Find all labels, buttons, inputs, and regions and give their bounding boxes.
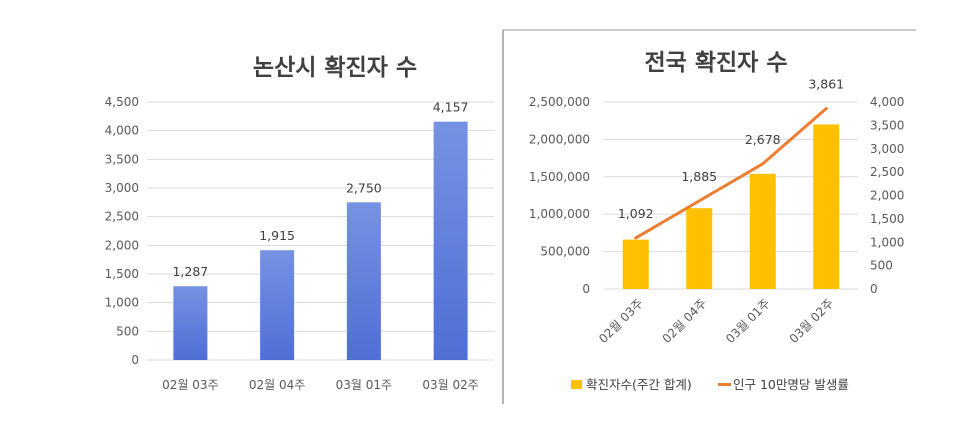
y-right-tick-label: 2,000 bbox=[870, 189, 904, 203]
line-data-label: 1,885 bbox=[681, 169, 717, 184]
y-right-tick-label: 1,000 bbox=[870, 235, 904, 249]
x-tick-label: 02월 03주 bbox=[596, 296, 646, 346]
data-label: 1,915 bbox=[259, 228, 295, 243]
y-right-tick-label: 4,000 bbox=[870, 95, 904, 109]
y-tick-label: 3,000 bbox=[105, 181, 139, 195]
chart-nonsan: 논산시 확진자 수 0 500 1,000 1,500 2,000 2,500 3,000 3… bbox=[105, 55, 494, 392]
y-tick-label: 2,000 bbox=[105, 238, 139, 252]
legend-label-bar: 확진자수(주간 합계) bbox=[586, 377, 692, 392]
y-tick-label: 3,500 bbox=[105, 152, 139, 166]
legend-swatch-bar bbox=[571, 380, 582, 389]
chart-legend: 확진자수(주간 합계) 인구 10만명당 발생률 bbox=[571, 377, 849, 392]
line-data-label: 3,861 bbox=[808, 76, 844, 91]
y-left-tick-label: 0 bbox=[582, 282, 590, 296]
y-right-tick-label: 0 bbox=[870, 282, 878, 296]
x-tick-label: 03월 01주 bbox=[336, 378, 392, 392]
y-left-tick-label: 500,000 bbox=[540, 245, 590, 259]
y-tick-label: 500 bbox=[116, 324, 139, 338]
y-right-tick-label: 3,500 bbox=[870, 118, 904, 132]
chart-title: 전국 확진자 수 bbox=[645, 50, 788, 76]
y-left-tick-label: 1,000,000 bbox=[529, 207, 590, 221]
bar bbox=[686, 208, 713, 289]
y-left-tick-label: 2,500,000 bbox=[529, 95, 590, 109]
bar bbox=[260, 250, 295, 360]
y-tick-label: 0 bbox=[131, 353, 139, 367]
x-tick-label: 02월 04주 bbox=[249, 378, 305, 392]
data-label: 4,157 bbox=[433, 100, 469, 115]
x-tick-label: 03월 02주 bbox=[422, 378, 478, 392]
x-tick-label: 03월 01주 bbox=[723, 296, 773, 346]
bar bbox=[433, 121, 468, 360]
y-tick-label: 1,000 bbox=[105, 296, 139, 310]
legend-label-line: 인구 10만명당 발생률 bbox=[733, 377, 849, 392]
bar bbox=[622, 239, 649, 289]
y-tick-label: 1,500 bbox=[105, 267, 139, 281]
y-tick-label: 4,000 bbox=[105, 124, 139, 138]
line-data-label: 1,092 bbox=[618, 206, 654, 221]
x-tick-label: 02월 03주 bbox=[162, 378, 218, 392]
y-left-tick-label: 1,500,000 bbox=[529, 170, 590, 184]
data-label: 2,750 bbox=[346, 180, 382, 195]
y-right-tick-label: 1,500 bbox=[870, 212, 904, 226]
chart-national: 전국 확진자 수 0 500,000 1,000,000 1,500,000 2,000… bbox=[529, 50, 904, 392]
y-tick-label: 4,500 bbox=[105, 95, 139, 109]
series-line bbox=[634, 106, 828, 240]
bar bbox=[813, 124, 840, 289]
x-tick-label: 03월 02주 bbox=[787, 296, 837, 346]
bar bbox=[346, 202, 381, 360]
chart-title: 논산시 확진자 수 bbox=[253, 55, 417, 81]
bar bbox=[173, 286, 208, 360]
y-tick-label: 2,500 bbox=[105, 210, 139, 224]
x-tick-label: 02월 04주 bbox=[660, 296, 710, 346]
bar bbox=[749, 173, 776, 289]
y-right-tick-label: 500 bbox=[870, 259, 893, 273]
y-right-tick-label: 2,500 bbox=[870, 165, 904, 179]
y-left-tick-label: 2,000,000 bbox=[529, 132, 590, 146]
line-data-label: 2,678 bbox=[745, 132, 781, 147]
data-label: 1,287 bbox=[172, 264, 208, 279]
y-right-tick-label: 3,000 bbox=[870, 142, 904, 156]
